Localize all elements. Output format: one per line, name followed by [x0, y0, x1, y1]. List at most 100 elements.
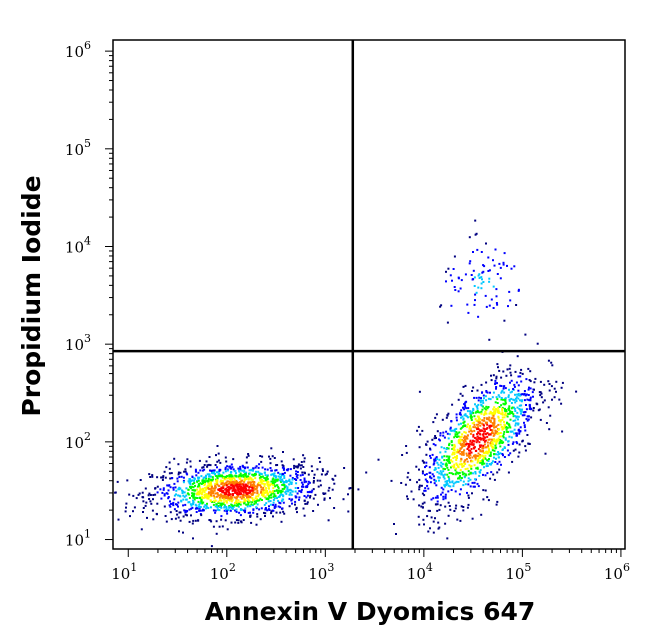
event-dot — [486, 423, 489, 426]
event-dot — [266, 483, 269, 486]
event-dot — [436, 500, 439, 503]
event-dot — [461, 465, 464, 468]
event-dot — [513, 383, 516, 386]
event-dot — [485, 405, 488, 408]
event-dot — [447, 267, 450, 270]
event-dot — [254, 488, 257, 490]
event-dot — [320, 473, 323, 476]
event-dot — [205, 505, 208, 507]
event-dot — [496, 409, 499, 412]
event-dot — [272, 477, 275, 480]
event-dot — [444, 497, 447, 500]
event-dot — [209, 464, 212, 467]
event-dot — [205, 477, 208, 480]
event-dot — [222, 485, 225, 488]
event-dot — [454, 456, 457, 459]
event-dot — [248, 495, 251, 498]
event-dot — [442, 488, 445, 491]
event-dot — [503, 420, 505, 423]
event-dot — [500, 412, 503, 415]
event-dot — [193, 479, 196, 482]
event-dot — [478, 444, 481, 447]
event-dot — [442, 434, 445, 437]
event-dot — [230, 467, 233, 470]
event-dot — [488, 280, 491, 283]
event-dot — [228, 488, 231, 491]
event-dot — [148, 498, 151, 500]
event-dot — [477, 415, 480, 418]
event-dot — [458, 471, 461, 474]
event-dot — [434, 517, 436, 520]
event-dot — [468, 457, 471, 459]
event-dot — [503, 425, 506, 428]
event-dot — [508, 367, 511, 370]
event-dot — [300, 491, 303, 494]
event-dot — [456, 455, 458, 457]
event-dot — [230, 486, 232, 489]
event-dot — [198, 507, 201, 510]
event-dot — [486, 432, 489, 435]
event-dot — [514, 419, 517, 422]
event-dot — [208, 484, 211, 487]
event-dot — [204, 476, 207, 478]
event-dot — [249, 485, 251, 488]
event-dot — [269, 462, 272, 465]
event-dot — [469, 471, 472, 474]
event-dot — [519, 371, 522, 374]
event-dot — [213, 469, 216, 472]
event-dot — [257, 493, 260, 496]
event-dot — [481, 462, 484, 465]
event-dot — [525, 418, 528, 420]
event-dot — [294, 490, 297, 493]
event-dot — [255, 506, 258, 509]
event-dot — [418, 468, 420, 471]
event-dot — [492, 391, 495, 394]
event-dot — [274, 503, 277, 506]
event-dot — [463, 449, 466, 452]
event-dot — [241, 495, 244, 498]
event-dot — [473, 446, 476, 449]
event-dot — [317, 485, 320, 488]
event-dot — [429, 509, 431, 512]
event-dot — [316, 479, 319, 482]
event-dot — [465, 400, 468, 403]
event-dot — [475, 467, 478, 470]
event-dot — [175, 510, 178, 512]
event-dot — [489, 391, 491, 394]
event-dots — [114, 219, 578, 548]
event-dot — [216, 460, 219, 463]
event-dot — [480, 282, 483, 285]
event-dot — [433, 462, 436, 465]
event-dot — [237, 505, 240, 508]
event-dot — [437, 527, 440, 530]
event-dot — [252, 467, 255, 470]
event-dot — [215, 520, 218, 523]
event-dot — [425, 453, 428, 456]
event-dot — [483, 440, 486, 443]
event-dot — [310, 491, 313, 494]
event-dot — [230, 496, 233, 499]
event-dot — [491, 438, 494, 441]
event-dot — [200, 500, 203, 503]
event-dot — [209, 480, 212, 483]
event-dot — [255, 470, 257, 473]
event-dot — [170, 502, 172, 505]
event-dot — [493, 438, 496, 441]
event-dot — [277, 499, 280, 502]
event-dot — [521, 408, 523, 411]
event-dot — [233, 479, 236, 481]
event-dot — [467, 473, 470, 476]
event-dot — [250, 489, 253, 492]
event-dot — [501, 425, 503, 428]
event-dot — [498, 262, 501, 265]
event-dot — [436, 503, 439, 506]
event-dot — [445, 430, 448, 433]
event-dot — [488, 412, 491, 415]
event-dot — [474, 458, 477, 461]
event-dot — [512, 413, 515, 416]
event-dot — [216, 483, 219, 486]
event-dot — [212, 471, 215, 474]
event-dot — [451, 279, 453, 282]
event-dot — [290, 483, 293, 485]
event-dot — [208, 519, 211, 521]
